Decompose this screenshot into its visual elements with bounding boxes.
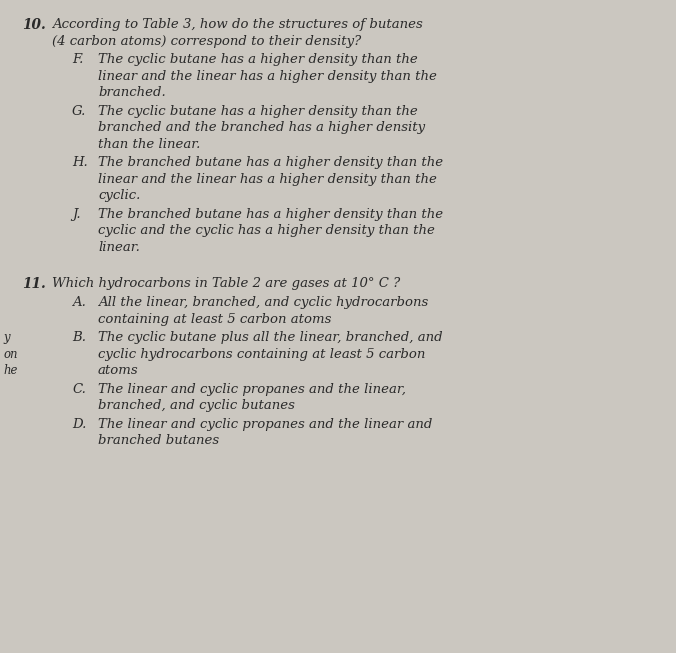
Text: atoms: atoms bbox=[98, 364, 139, 377]
Text: 10.: 10. bbox=[22, 18, 46, 32]
Text: The branched butane has a higher density than the: The branched butane has a higher density… bbox=[98, 208, 443, 221]
Text: branched butanes: branched butanes bbox=[98, 434, 219, 447]
Text: 11.: 11. bbox=[22, 278, 46, 291]
Text: cyclic and the cyclic has a higher density than the: cyclic and the cyclic has a higher densi… bbox=[98, 225, 435, 238]
Text: branched and the branched has a higher density: branched and the branched has a higher d… bbox=[98, 121, 425, 135]
Text: C.: C. bbox=[72, 383, 86, 396]
Text: containing at least 5 carbon atoms: containing at least 5 carbon atoms bbox=[98, 313, 331, 326]
Text: The linear and cyclic propanes and the linear,: The linear and cyclic propanes and the l… bbox=[98, 383, 406, 396]
Text: than the linear.: than the linear. bbox=[98, 138, 200, 151]
Text: branched.: branched. bbox=[98, 86, 166, 99]
Text: D.: D. bbox=[72, 418, 87, 431]
Text: The cyclic butane has a higher density than the: The cyclic butane has a higher density t… bbox=[98, 105, 418, 118]
Text: The linear and cyclic propanes and the linear and: The linear and cyclic propanes and the l… bbox=[98, 418, 433, 431]
Text: H.: H. bbox=[72, 157, 88, 170]
Text: A.: A. bbox=[72, 296, 86, 310]
Text: The branched butane has a higher density than the: The branched butane has a higher density… bbox=[98, 157, 443, 170]
Text: F.: F. bbox=[72, 54, 83, 67]
Text: According to Table 3, how do the structures of butanes: According to Table 3, how do the structu… bbox=[52, 18, 423, 31]
Text: linear.: linear. bbox=[98, 241, 140, 254]
Text: linear and the linear has a higher density than the: linear and the linear has a higher densi… bbox=[98, 173, 437, 186]
Text: B.: B. bbox=[72, 332, 86, 344]
Text: (4 carbon atoms) correspond to their density?: (4 carbon atoms) correspond to their den… bbox=[52, 35, 361, 48]
Text: y: y bbox=[3, 332, 9, 344]
Text: G.: G. bbox=[72, 105, 87, 118]
Text: All the linear, branched, and cyclic hydrocarbons: All the linear, branched, and cyclic hyd… bbox=[98, 296, 429, 310]
Text: J.: J. bbox=[72, 208, 80, 221]
Text: cyclic hydrocarbons containing at least 5 carbon: cyclic hydrocarbons containing at least … bbox=[98, 348, 425, 361]
Text: The cyclic butane plus all the linear, branched, and: The cyclic butane plus all the linear, b… bbox=[98, 332, 443, 344]
Text: linear and the linear has a higher density than the: linear and the linear has a higher densi… bbox=[98, 70, 437, 83]
Text: on: on bbox=[3, 348, 18, 361]
Text: Which hydrocarbons in Table 2 are gases at 10° C ?: Which hydrocarbons in Table 2 are gases … bbox=[52, 278, 400, 291]
Text: cyclic.: cyclic. bbox=[98, 189, 141, 202]
Text: he: he bbox=[3, 364, 18, 377]
Text: branched, and cyclic butanes: branched, and cyclic butanes bbox=[98, 400, 295, 413]
Text: The cyclic butane has a higher density than the: The cyclic butane has a higher density t… bbox=[98, 54, 418, 67]
